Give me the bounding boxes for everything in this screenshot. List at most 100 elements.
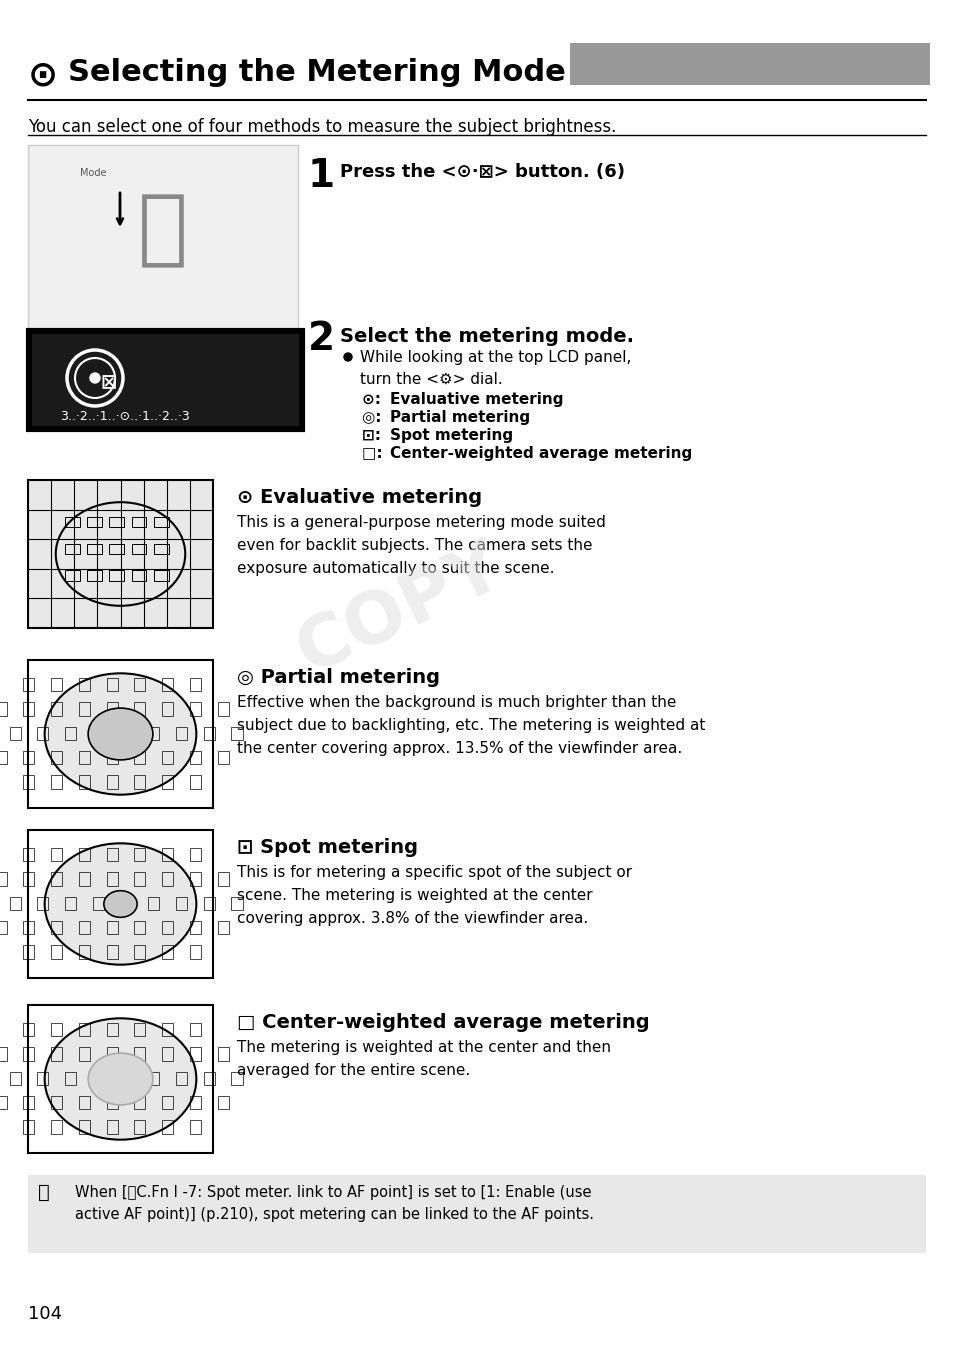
Text: Evaluative metering: Evaluative metering [390, 391, 563, 408]
Text: ⊡:: ⊡: [361, 428, 391, 443]
Bar [162, 1048, 173, 1060]
Text: ⊡ Spot metering: ⊡ Spot metering [236, 838, 417, 857]
Text: ⊙:: ⊙: [361, 391, 391, 408]
Bar [0, 921, 7, 935]
Bar [0, 872, 7, 885]
Bar [87, 543, 102, 554]
Bar [51, 1096, 62, 1110]
Bar [79, 1120, 90, 1134]
Bar [162, 946, 173, 959]
Text: 1: 1 [308, 157, 335, 195]
Bar [65, 570, 80, 581]
Bar [0, 1096, 7, 1110]
Text: 3..·2..·1..·⊙..·1..·2..·3: 3..·2..·1..·⊙..·1..·2..·3 [60, 410, 190, 422]
Bar [10, 726, 21, 740]
Text: ⊠: ⊠ [100, 373, 116, 391]
Bar [24, 872, 34, 885]
Bar [87, 570, 102, 581]
Bar [51, 946, 62, 959]
Bar [65, 543, 80, 554]
Bar [28, 1176, 925, 1254]
Bar [24, 751, 34, 764]
Bar [134, 751, 145, 764]
Bar [232, 1072, 242, 1085]
Bar [51, 678, 62, 691]
Bar [217, 921, 229, 935]
Bar [162, 847, 173, 861]
Text: While looking at the top LCD panel,
turn the <⚙> dial.: While looking at the top LCD panel, turn… [359, 350, 631, 387]
Bar [24, 946, 34, 959]
Bar [0, 751, 7, 764]
Bar [569, 43, 929, 85]
Text: Select the metering mode.: Select the metering mode. [339, 327, 634, 346]
Bar [153, 570, 169, 581]
Bar [110, 516, 124, 527]
Bar [134, 1096, 145, 1110]
Text: Spot metering: Spot metering [390, 428, 513, 443]
Bar [37, 897, 49, 911]
Bar [87, 516, 102, 527]
Bar [79, 1022, 90, 1036]
Bar [148, 1072, 159, 1085]
Bar [107, 1048, 117, 1060]
Bar [134, 921, 145, 935]
Bar [190, 702, 201, 716]
Bar [51, 1048, 62, 1060]
Bar [107, 1022, 117, 1036]
Bar [37, 1072, 49, 1085]
Bar [175, 726, 187, 740]
Bar [162, 702, 173, 716]
Bar [162, 776, 173, 788]
Bar [204, 726, 214, 740]
Bar [134, 1048, 145, 1060]
Bar [134, 678, 145, 691]
Bar [92, 726, 104, 740]
Bar [107, 872, 117, 885]
Bar [190, 751, 201, 764]
Text: 📷: 📷 [138, 190, 188, 270]
Text: 🛈: 🛈 [38, 1184, 50, 1202]
Bar [51, 702, 62, 716]
Bar [162, 1120, 173, 1134]
Bar [134, 946, 145, 959]
Bar [51, 1022, 62, 1036]
Bar [190, 1048, 201, 1060]
Bar [107, 702, 117, 716]
Bar [134, 702, 145, 716]
Text: When [ⓒC.Fn I -7: Spot meter. link to AF point] is set to [1: Enable (use
active: When [ⓒC.Fn I -7: Spot meter. link to AF… [75, 1185, 594, 1221]
Bar [153, 516, 169, 527]
Bar [175, 1072, 187, 1085]
Bar [79, 946, 90, 959]
Text: This is for metering a specific spot of the subject or
scene. The metering is we: This is for metering a specific spot of … [236, 865, 632, 925]
Bar [0, 702, 7, 716]
Bar [110, 543, 124, 554]
Text: 2: 2 [308, 320, 335, 358]
Text: ◎ Partial metering: ◎ Partial metering [236, 668, 439, 687]
Bar [65, 1072, 76, 1085]
Bar [79, 678, 90, 691]
Bar [162, 921, 173, 935]
Text: ⊙ Evaluative metering: ⊙ Evaluative metering [236, 488, 481, 507]
Bar [190, 776, 201, 788]
Text: □ Center-weighted average metering: □ Center-weighted average metering [236, 1013, 649, 1032]
Bar [134, 776, 145, 788]
Bar [28, 145, 297, 330]
Bar [24, 776, 34, 788]
Bar [217, 1096, 229, 1110]
Circle shape [90, 373, 100, 383]
Bar [65, 897, 76, 911]
Bar [32, 334, 298, 426]
Bar [217, 1048, 229, 1060]
Bar [24, 702, 34, 716]
Bar [24, 1096, 34, 1110]
Bar [190, 847, 201, 861]
Bar [107, 751, 117, 764]
Bar [28, 330, 303, 430]
Bar [51, 921, 62, 935]
Bar [190, 872, 201, 885]
Bar [79, 1096, 90, 1110]
Text: Effective when the background is much brighter than the
subject due to backlight: Effective when the background is much br… [236, 695, 704, 756]
Ellipse shape [45, 1018, 196, 1139]
Bar [51, 847, 62, 861]
Bar [204, 897, 214, 911]
